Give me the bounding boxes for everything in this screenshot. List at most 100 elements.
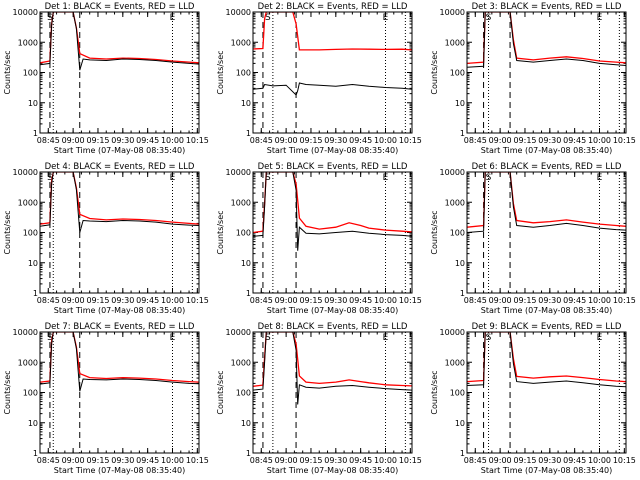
x-tick-label: 09:45 (563, 136, 586, 145)
chart-title: Det 1: BLACK = Events, RED = LLD (45, 2, 195, 12)
y-tick-label: 1000 (231, 198, 251, 207)
chart-panel-1: Det 1: BLACK = Events, RED = LLD Counts/s… (3, 2, 209, 155)
chart-title: Det 2: BLACK = Events, RED = LLD (258, 2, 408, 12)
x-tick-label: 09:45 (349, 456, 372, 465)
x-tick-label: 09:00 (489, 296, 512, 305)
plot-area (252, 11, 413, 134)
x-tick-label: 09:00 (489, 456, 512, 465)
start-marker: S (265, 333, 271, 343)
plot-area (39, 11, 200, 134)
y-tick-label: 100 (450, 229, 465, 238)
y-tick-label: 100 (23, 69, 38, 78)
y-tick-label: 1 (246, 129, 251, 138)
y-tick-label: 1 (33, 289, 38, 298)
y-tick-label: 10 (28, 419, 38, 428)
x-tick-label: 09:30 (324, 136, 347, 145)
series-events-line (253, 332, 412, 405)
plot-area (39, 331, 200, 454)
y-tick-label: 100 (236, 389, 251, 398)
start-marker: S (486, 333, 492, 343)
start-marker: S (486, 13, 492, 23)
x-tick-label: 09:45 (349, 296, 372, 305)
end-marker: E (383, 333, 389, 343)
end-marker: E (383, 173, 389, 183)
y-axis-label: Counts/sec (216, 370, 225, 414)
y-tick-label: 10000 (226, 8, 251, 17)
x-tick-label: 10:15 (186, 296, 209, 305)
series-events-line (40, 172, 199, 233)
y-tick-label: 100 (450, 389, 465, 398)
y-tick-label: 1000 (231, 358, 251, 367)
x-axis-label: Start Time (07-May-08 08:35:40) (54, 466, 185, 475)
x-tick-label: 09:30 (324, 296, 347, 305)
start-marker: S (486, 173, 492, 183)
series-events-line (40, 332, 199, 392)
x-tick-label: 10:15 (186, 136, 209, 145)
y-tick-label: 1 (246, 289, 251, 298)
y-tick-label: 1000 (231, 38, 251, 47)
plot-area (466, 11, 627, 134)
x-tick-label: 09:45 (136, 136, 159, 145)
start-marker: S (47, 333, 53, 343)
x-tick-label: 09:15 (299, 136, 322, 145)
x-tick-label: 08:45 (37, 136, 60, 145)
y-axis-label: Counts/sec (3, 210, 12, 254)
series-events-line (40, 12, 199, 71)
chart-panel-6: Det 6: BLACK = Events, RED = LLD Counts/s… (430, 162, 636, 315)
y-tick-label: 10000 (226, 168, 251, 177)
y-axis-label: Counts/sec (216, 210, 225, 254)
x-tick-label: 09:00 (275, 456, 298, 465)
chart-panel-3: Det 3: BLACK = Events, RED = LLD Counts/s… (430, 2, 636, 155)
x-tick-label: 09:15 (513, 456, 536, 465)
x-tick-label: 08:45 (464, 456, 487, 465)
end-marker: E (597, 333, 603, 343)
x-tick-label: 09:45 (136, 456, 159, 465)
x-tick-label: 10:15 (399, 456, 422, 465)
chart-panel-8: Det 8: BLACK = Events, RED = LLD Counts/s… (216, 322, 422, 475)
x-tick-label: 09:15 (86, 136, 109, 145)
x-tick-label: 08:45 (37, 296, 60, 305)
y-tick-label: 100 (23, 389, 38, 398)
x-tick-label: 10:15 (186, 456, 209, 465)
x-tick-label: 10:00 (374, 296, 397, 305)
x-tick-label: 10:00 (374, 456, 397, 465)
y-tick-label: 1 (33, 129, 38, 138)
x-tick-label: 10:00 (161, 296, 184, 305)
chart-panel-5: Det 5: BLACK = Events, RED = LLD Counts/s… (216, 162, 422, 315)
start-marker: S (265, 173, 271, 183)
x-axis-label: Start Time (07-May-08 08:35:40) (267, 146, 398, 155)
end-marker: E (383, 13, 389, 23)
chart-panel-2: Det 2: BLACK = Events, RED = LLD Counts/s… (216, 2, 422, 155)
chart-title: Det 4: BLACK = Events, RED = LLD (45, 162, 195, 172)
x-tick-label: 09:30 (538, 456, 561, 465)
x-tick-label: 10:00 (161, 136, 184, 145)
x-tick-label: 09:00 (62, 296, 85, 305)
x-tick-label: 09:30 (111, 456, 134, 465)
y-tick-label: 100 (23, 229, 38, 238)
x-tick-label: 10:15 (613, 296, 636, 305)
plot-area (252, 331, 413, 454)
y-axis-label: Counts/sec (3, 370, 12, 414)
x-tick-label: 08:45 (250, 456, 273, 465)
y-tick-label: 1 (460, 449, 465, 458)
x-tick-label: 08:45 (464, 296, 487, 305)
x-tick-label: 10:15 (613, 136, 636, 145)
y-tick-label: 10 (28, 259, 38, 268)
start-marker: S (265, 13, 271, 23)
x-tick-label: 09:00 (62, 136, 85, 145)
x-tick-label: 10:00 (588, 296, 611, 305)
x-tick-label: 09:15 (299, 296, 322, 305)
y-tick-label: 1 (460, 289, 465, 298)
x-tick-label: 10:00 (161, 456, 184, 465)
chart-title: Det 5: BLACK = Events, RED = LLD (258, 162, 408, 172)
y-axis-label: Counts/sec (430, 370, 439, 414)
x-tick-label: 09:00 (275, 136, 298, 145)
series-events-line (467, 12, 626, 68)
y-tick-label: 10000 (440, 328, 465, 337)
plot-area (466, 331, 627, 454)
y-axis-label: Counts/sec (216, 50, 225, 94)
x-tick-label: 10:15 (399, 136, 422, 145)
y-tick-label: 10000 (13, 168, 38, 177)
x-axis-label: Start Time (07-May-08 08:35:40) (54, 306, 185, 315)
